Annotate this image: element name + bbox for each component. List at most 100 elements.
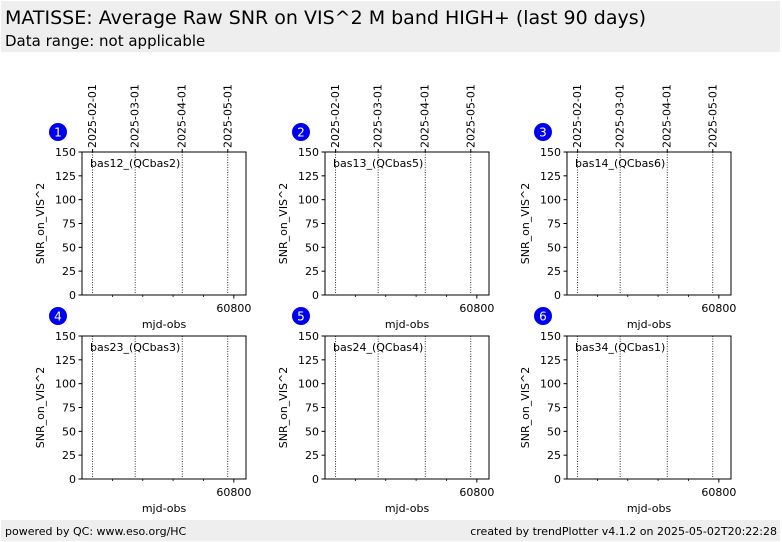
- plot-frame: [81, 335, 247, 480]
- date-tick-label: 2025-04-01: [419, 84, 432, 148]
- y-tick-label: 0: [69, 289, 76, 302]
- y-tick-label: 75: [305, 402, 319, 415]
- page-title: MATISSE: Average Raw SNR on VIS^2 M band…: [5, 7, 647, 29]
- plot-number-label: 4: [54, 310, 62, 324]
- y-tick-label: 0: [312, 289, 319, 302]
- page-footer: powered by QC: www.eso.org/HC created by…: [1, 520, 780, 541]
- y-axis-label: SNR_on_VIS^2: [34, 367, 47, 449]
- page-subtitle: Data range: not applicable: [5, 32, 206, 50]
- subplot-5: 0 25 50 75 100 125 150 60800 bas24_(QCbas4) mjd-o…: [277, 307, 494, 515]
- y-axis-label: SNR_on_VIS^2: [277, 367, 290, 449]
- date-tick-label: 2025-02-01: [86, 84, 99, 148]
- series-label: bas34_(QCbas1): [575, 341, 665, 354]
- y-tick-label: 75: [547, 218, 561, 231]
- y-tick-label: 50: [547, 241, 561, 254]
- y-axis-label: SNR_on_VIS^2: [519, 367, 532, 449]
- x-axis-label: mjd-obs: [627, 318, 672, 331]
- date-tick-label: 2025-05-01: [221, 84, 234, 148]
- y-tick-label: 100: [298, 194, 319, 207]
- subplot-3: 2025-02-01 2025-03-01 2025-04-01 2025-05-01…: [519, 84, 736, 331]
- plot-number-label: 3: [539, 126, 547, 140]
- y-tick-label: 75: [62, 218, 76, 231]
- subplot-1: 2025-02-01 2025-03-01 2025-04-01 2025-05-01…: [34, 84, 251, 331]
- y-tick-label: 25: [547, 265, 561, 278]
- y-tick-label: 100: [298, 378, 319, 391]
- y-tick-label: 100: [540, 194, 561, 207]
- date-tick-label: 2025-04-01: [661, 84, 674, 148]
- plot-number-badge: [292, 307, 310, 325]
- x-tick-label: 60800: [459, 302, 494, 315]
- y-tick-label: 25: [305, 265, 319, 278]
- y-tick-label: 50: [305, 425, 319, 438]
- y-tick-label: 0: [312, 473, 319, 486]
- series-label: bas14_(QCbas6): [575, 157, 665, 170]
- y-tick-label: 125: [298, 354, 319, 367]
- date-tick-label: 2025-04-01: [176, 84, 189, 148]
- date-tick-label: 2025-05-01: [706, 84, 719, 148]
- date-tick-label: 2025-03-01: [129, 84, 142, 148]
- y-tick-label: 100: [55, 194, 76, 207]
- x-tick-label: 60800: [701, 302, 736, 315]
- y-tick-label: 75: [305, 218, 319, 231]
- series-label: bas24_(QCbas4): [333, 341, 423, 354]
- y-tick-label: 150: [540, 330, 561, 343]
- x-tick-label: 60800: [216, 486, 251, 499]
- plot-number-label: 1: [54, 126, 62, 140]
- plot-number-label: 6: [539, 310, 547, 324]
- date-tick-label: 2025-05-01: [464, 84, 477, 148]
- y-tick-label: 100: [55, 378, 76, 391]
- subplot-2: 2025-02-01 2025-03-01 2025-04-01 2025-05-01…: [277, 84, 494, 331]
- y-tick-label: 125: [540, 170, 561, 183]
- date-tick-label: 2025-02-01: [329, 84, 342, 148]
- y-tick-label: 75: [62, 402, 76, 415]
- x-axis-label: mjd-obs: [385, 318, 430, 331]
- y-tick-label: 100: [540, 378, 561, 391]
- y-tick-label: 150: [540, 146, 561, 159]
- y-tick-label: 150: [55, 146, 76, 159]
- series-label: bas23_(QCbas3): [90, 341, 180, 354]
- y-tick-label: 0: [554, 289, 561, 302]
- y-tick-label: 150: [298, 146, 319, 159]
- y-tick-label: 25: [62, 265, 76, 278]
- y-tick-label: 0: [554, 473, 561, 486]
- plot-frame: [566, 151, 732, 296]
- x-axis-label: mjd-obs: [385, 502, 430, 515]
- y-tick-label: 0: [69, 473, 76, 486]
- y-tick-label: 50: [547, 425, 561, 438]
- y-axis-label: SNR_on_VIS^2: [519, 183, 532, 265]
- plot-number-badge: [49, 123, 67, 141]
- y-tick-label: 25: [62, 449, 76, 462]
- plot-number-badge: [292, 123, 310, 141]
- y-tick-label: 25: [305, 449, 319, 462]
- x-axis-label: mjd-obs: [627, 502, 672, 515]
- plot-number-label: 5: [297, 310, 305, 324]
- plot-number-badge: [49, 307, 67, 325]
- plot-number-badge: [534, 307, 552, 325]
- x-tick-label: 60800: [459, 486, 494, 499]
- plot-frame: [324, 151, 490, 296]
- page-header: MATISSE: Average Raw SNR on VIS^2 M band…: [1, 1, 780, 52]
- y-tick-label: 150: [55, 330, 76, 343]
- subplot-6: 0 25 50 75 100 125 150 60800 bas34_(QCbas1) mjd-o…: [519, 307, 736, 515]
- x-axis-label: mjd-obs: [142, 318, 187, 331]
- date-tick-label: 2025-02-01: [571, 84, 584, 148]
- y-tick-label: 50: [305, 241, 319, 254]
- plot-number-label: 2: [297, 126, 305, 140]
- y-axis-label: SNR_on_VIS^2: [277, 183, 290, 265]
- y-tick-label: 125: [55, 354, 76, 367]
- plot-number-badge: [534, 123, 552, 141]
- plot-frame: [324, 335, 490, 480]
- subplot-4: 0 25 50 75 100 125 150 60800 bas23_(QCbas3) mjd-o…: [34, 307, 251, 515]
- series-label: bas12_(QCbas2): [90, 157, 180, 170]
- y-tick-label: 125: [298, 170, 319, 183]
- y-tick-label: 150: [298, 330, 319, 343]
- x-tick-label: 60800: [216, 302, 251, 315]
- footer-credit: powered by QC: www.eso.org/HC: [5, 525, 187, 538]
- y-tick-label: 125: [55, 170, 76, 183]
- date-tick-label: 2025-03-01: [614, 84, 627, 148]
- y-tick-label: 75: [547, 402, 561, 415]
- y-tick-label: 125: [540, 354, 561, 367]
- y-tick-label: 50: [62, 425, 76, 438]
- y-axis-label: SNR_on_VIS^2: [34, 183, 47, 265]
